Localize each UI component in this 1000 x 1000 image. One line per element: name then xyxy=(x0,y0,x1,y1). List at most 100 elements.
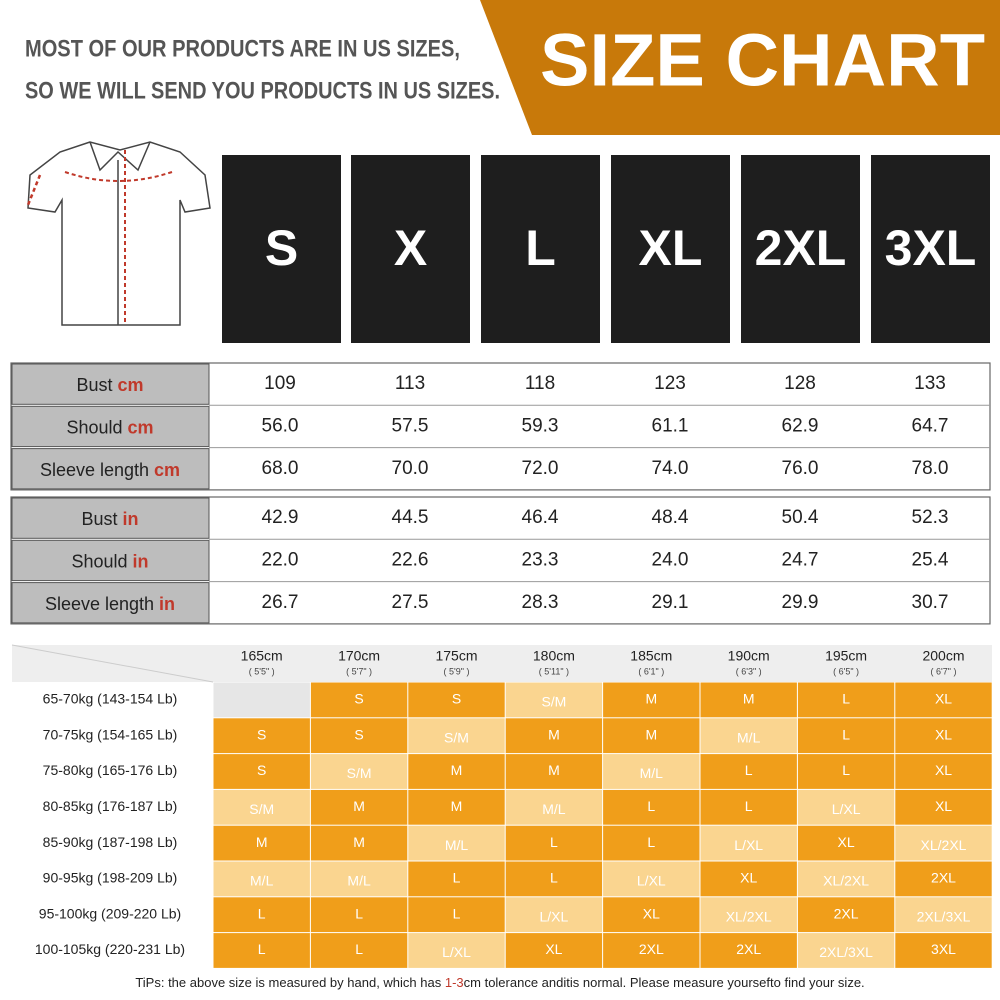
fit-cell xyxy=(408,933,505,968)
measure-value: 42.9 xyxy=(262,507,299,528)
fit-cell xyxy=(895,861,992,897)
row-label: Bust in xyxy=(81,509,138,529)
fit-cell xyxy=(310,754,408,789)
measure-value: 128 xyxy=(784,373,816,394)
fit-size: L/XL xyxy=(442,944,471,960)
fit-cell xyxy=(505,682,603,718)
fit-cell xyxy=(797,718,895,754)
fit-cell xyxy=(505,861,603,897)
fit-cell xyxy=(895,718,992,754)
fit-size: M/L xyxy=(250,873,274,889)
fit-cell xyxy=(895,754,992,789)
shirt-illustration xyxy=(26,141,211,326)
fit-size: M xyxy=(256,834,268,850)
measure-value: 109 xyxy=(264,373,296,394)
fit-cell xyxy=(505,789,603,825)
measure-value: 64.7 xyxy=(912,415,949,436)
row-label: Sleeve length cm xyxy=(40,460,180,480)
size-label: XL xyxy=(639,220,703,276)
fit-size: XL xyxy=(935,762,952,778)
measure-value: 46.4 xyxy=(522,507,559,528)
fit-cell xyxy=(797,682,895,718)
measure-value: 57.5 xyxy=(392,415,429,436)
fit-size: L xyxy=(647,834,655,850)
fit-size: L xyxy=(258,905,266,921)
tip-text: TiPs: the above size is measured by hand… xyxy=(135,975,445,990)
measure-value: 123 xyxy=(654,373,686,394)
measure-value: 113 xyxy=(395,373,425,394)
fit-size: S/M xyxy=(347,765,372,781)
fit-cell xyxy=(700,933,797,968)
fit-size: M xyxy=(645,691,657,707)
fit-size: L/XL xyxy=(832,801,861,817)
size-label: 3XL xyxy=(885,220,977,276)
height-cm: 190cm xyxy=(728,648,770,664)
fit-cell xyxy=(895,682,992,718)
unit-text: cm xyxy=(118,375,144,395)
fit-size: S/M xyxy=(249,801,274,817)
fit-cell xyxy=(213,789,310,825)
size-label: S xyxy=(265,220,298,276)
fit-cell xyxy=(505,933,603,968)
size-box xyxy=(871,155,990,343)
fit-size: S xyxy=(452,691,461,707)
fit-cell xyxy=(797,825,895,861)
label-text: Bust xyxy=(81,509,117,529)
label-cell xyxy=(11,448,210,490)
fit-size: 2XL/3XL xyxy=(917,908,971,924)
height-ft: ( 6'1" ) xyxy=(638,666,664,676)
size-label: L xyxy=(525,220,556,276)
weight-label: 100-105kg (220-231 Lb) xyxy=(35,941,185,957)
fit-size: L/XL xyxy=(734,837,763,853)
tip: TiPs: the above size is measured by hand… xyxy=(135,975,864,990)
fit-size: M xyxy=(353,798,365,814)
fit-size: S xyxy=(354,691,363,707)
measure-value: 22.6 xyxy=(392,549,429,570)
height-cm: 200cm xyxy=(922,648,964,664)
height-cm: 165cm xyxy=(241,648,283,664)
size-box xyxy=(611,155,730,343)
height-cm: 195cm xyxy=(825,648,867,664)
height-ft: ( 6'5" ) xyxy=(833,666,859,676)
fit-cell xyxy=(310,861,408,897)
label-cell xyxy=(11,539,210,582)
fit-cell xyxy=(700,682,797,718)
size-label: 2XL xyxy=(755,220,847,276)
fit-cell xyxy=(213,754,310,789)
fit-size: XL xyxy=(935,691,952,707)
fit-cell xyxy=(310,718,408,754)
weight-label: 80-85kg (176-187 Lb) xyxy=(43,798,178,814)
fit-size: L xyxy=(453,870,461,886)
row-label: Should cm xyxy=(66,417,153,437)
fit-size: L xyxy=(355,905,363,921)
fit-cell xyxy=(603,933,700,968)
height-ft: ( 5'7" ) xyxy=(346,666,372,676)
fit-cell xyxy=(408,682,505,718)
weight-label: 95-100kg (209-220 Lb) xyxy=(39,905,181,921)
fit-size: L xyxy=(647,798,655,814)
title-banner xyxy=(480,0,1000,135)
unit-text: cm xyxy=(128,417,154,437)
fit-cell xyxy=(408,861,505,897)
measure-value: 62.9 xyxy=(782,415,819,436)
fit-cell xyxy=(700,897,797,933)
fit-size: XL xyxy=(545,941,562,957)
fit-cell xyxy=(603,861,700,897)
fit-size: XL/2XL xyxy=(726,908,772,924)
fit-size: L xyxy=(258,941,266,957)
fit-cell xyxy=(603,682,700,718)
fit-cell xyxy=(408,718,505,754)
fit-size: M/L xyxy=(737,729,761,745)
row-label: Should in xyxy=(71,551,148,571)
fit-cell xyxy=(213,718,310,754)
measure-value: 29.1 xyxy=(652,592,689,613)
height-ft: ( 5'11" ) xyxy=(539,666,569,676)
unit-text: in xyxy=(159,594,175,614)
fit-size: XL/2XL xyxy=(823,873,869,889)
fit-size: S/M xyxy=(541,694,566,710)
measure-value: 28.3 xyxy=(522,592,559,613)
fit-cell xyxy=(408,897,505,933)
corner-diagonal xyxy=(11,644,214,683)
fit-size: XL xyxy=(935,726,952,742)
fit-size: M xyxy=(548,762,560,778)
